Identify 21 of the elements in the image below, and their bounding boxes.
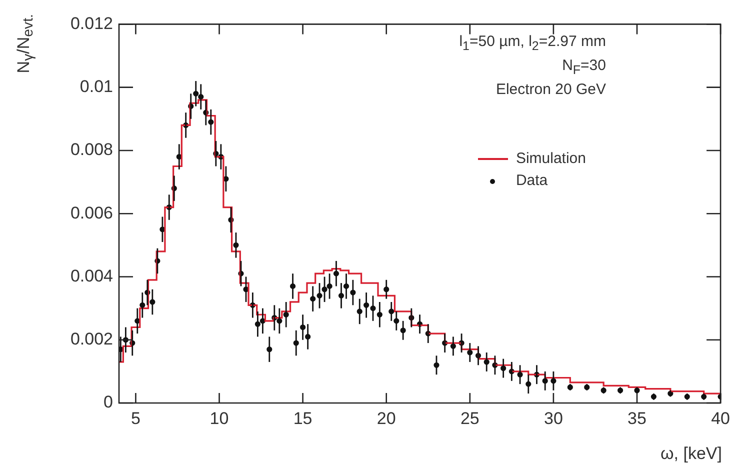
y-tick-label: 0	[104, 392, 113, 412]
legend-label: Simulation	[516, 149, 586, 169]
x-axis-title: ω, [keV]	[660, 444, 722, 464]
y-tick-label: 0.004	[70, 266, 113, 286]
y-tick-label: 0.006	[70, 203, 113, 222]
legend-label: Data	[516, 171, 548, 191]
annotation: N$_{F}$=30	[561, 56, 606, 79]
x-tick-label: 40	[711, 408, 730, 428]
x-tick-label: 35	[628, 408, 646, 428]
x-tick-label: 25	[460, 408, 480, 428]
y-tick-label: 0.012	[70, 14, 113, 33]
x-tick-label: 30	[544, 408, 563, 428]
y-tick-label: 0.002	[70, 330, 113, 349]
x-tick-label: 20	[376, 408, 396, 428]
x-tick-label: 5	[130, 408, 140, 428]
x-tick-label: 15	[293, 408, 312, 428]
x-tick-label: 10	[210, 408, 229, 428]
y-tick-label: 0.01	[80, 77, 113, 96]
annotation: Electron 20 GeV	[494, 80, 606, 100]
y-tick-label: 0.008	[70, 140, 113, 160]
annotation: l$_{1}$=50 µm, l$_{2}$=2.97 mm	[459, 32, 606, 55]
